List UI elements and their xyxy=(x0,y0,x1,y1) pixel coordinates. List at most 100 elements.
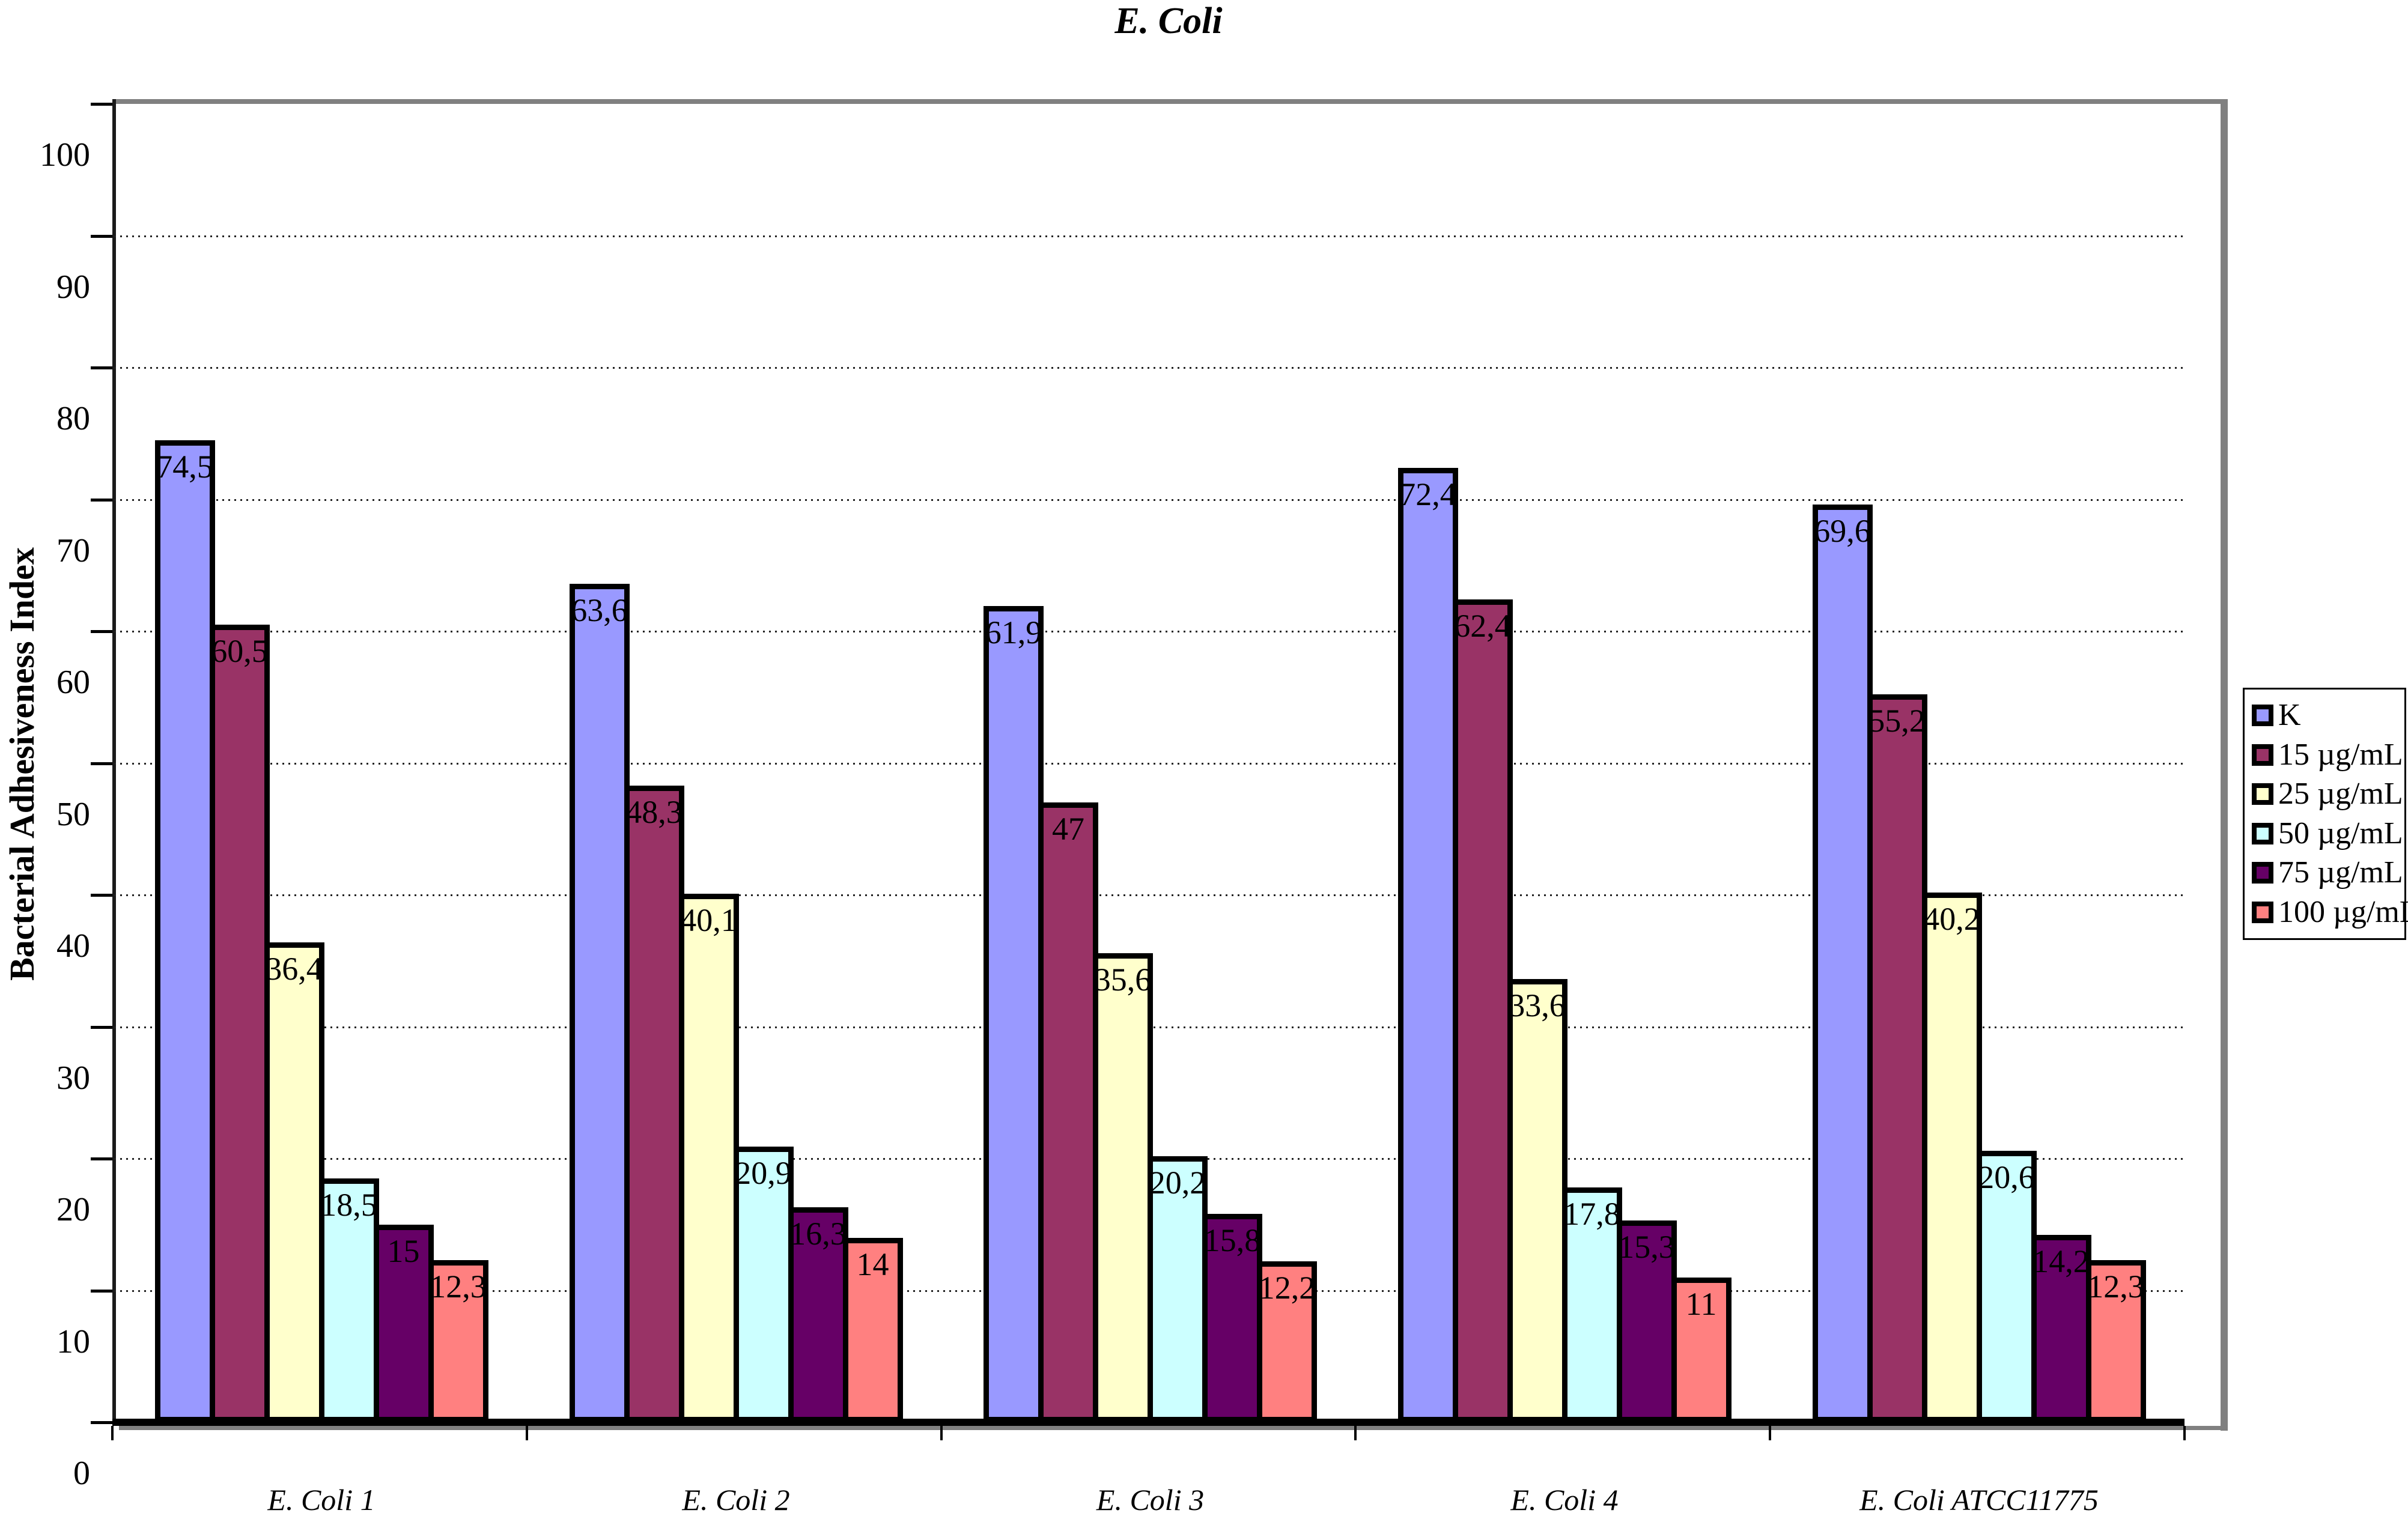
bar-group-2: 63,6 48,3 40,1 20,9 16,3 14 xyxy=(569,99,903,1422)
bar-value-label: 17,8 xyxy=(1563,1196,1620,1232)
bar-15-g-ml: 55,2 xyxy=(1867,694,1927,1422)
legend-swatch xyxy=(2252,901,2273,923)
legend: K 15 µg/mL 25 µg/mL 50 µg/mL 75 µg/mL 100 µg/… xyxy=(2243,688,2408,940)
bar-value-label: 60,5 xyxy=(211,633,268,669)
bar-15-g-ml: 48,3 xyxy=(624,786,684,1422)
bar-50-g-ml: 20,2 xyxy=(1148,1156,1208,1422)
y-axis-tick xyxy=(91,1157,112,1160)
y-axis-tick xyxy=(91,1025,112,1029)
x-axis-tick xyxy=(1354,1426,1357,1440)
y-tick-label: 0 xyxy=(73,1455,90,1492)
bar-value-label: 74,5 xyxy=(156,449,213,485)
x-axis-tick xyxy=(940,1426,943,1440)
bar-k: 63,6 xyxy=(569,584,630,1422)
bar-50-g-ml: 20,6 xyxy=(1976,1151,2037,1422)
legend-swatch xyxy=(2252,822,2273,844)
bar-value-label: 36,4 xyxy=(266,951,323,987)
bar-value-label: 47 xyxy=(1052,811,1084,847)
bar-value-label: 16,3 xyxy=(789,1216,847,1252)
y-tick-label: 70 xyxy=(56,532,90,569)
bar-25-g-ml: 40,2 xyxy=(1921,893,1982,1422)
bar-value-label: 14 xyxy=(856,1246,889,1282)
gridline-70 xyxy=(114,499,2185,501)
bar-value-label: 40,2 xyxy=(1923,901,1980,937)
bar-value-label: 20,9 xyxy=(735,1155,792,1191)
bar-100-g-ml: 11 xyxy=(1671,1278,1732,1422)
category-label: E. Coli ATCC11775 xyxy=(1859,1483,2099,1517)
y-axis-tick xyxy=(91,498,112,502)
legend-label: 25 µg/mL xyxy=(2278,777,2403,811)
x-axis-tick xyxy=(2183,1426,2186,1440)
gridline-60 xyxy=(114,631,2185,632)
bar-15-g-ml: 47 xyxy=(1038,802,1098,1422)
x-axis-shadow xyxy=(119,1426,2228,1430)
legend-swatch xyxy=(2252,862,2273,884)
bar-value-label: 63,6 xyxy=(571,592,628,628)
bar-100-g-ml: 14 xyxy=(842,1238,903,1422)
gridline-50 xyxy=(114,762,2185,765)
bar-75-g-ml: 15,3 xyxy=(1616,1220,1677,1422)
x-axis-tick xyxy=(526,1426,528,1440)
bar-value-label: 35,6 xyxy=(1094,962,1152,998)
legend-swatch xyxy=(2252,744,2273,766)
bar-value-label: 12,3 xyxy=(2087,1269,2144,1305)
bar-k: 72,4 xyxy=(1397,468,1458,1422)
bar-100-g-ml: 12,2 xyxy=(1257,1261,1317,1422)
chart-title: E. Coli xyxy=(1114,1,1223,41)
category-label: E. Coli 1 xyxy=(267,1483,375,1517)
bar-75-g-ml: 15 xyxy=(373,1225,434,1422)
category-label: E. Coli 2 xyxy=(682,1483,790,1517)
bar-100-g-ml: 12,3 xyxy=(428,1260,488,1422)
y-tick-label: 90 xyxy=(56,268,90,306)
legend-label: 15 µg/mL xyxy=(2278,737,2403,772)
y-tick-label: 60 xyxy=(56,664,90,701)
legend-swatch xyxy=(2252,705,2273,727)
bar-group-3: 61,9 47 35,6 20,2 15,8 12,2 xyxy=(984,99,1317,1422)
bar-value-label: 69,6 xyxy=(1814,513,1871,549)
y-tick-label: 100 xyxy=(40,136,90,174)
y-tick-label: 20 xyxy=(56,1191,90,1228)
bar-value-label: 20,6 xyxy=(1978,1159,2035,1195)
y-axis-tick xyxy=(91,894,112,897)
legend-item: 25 µg/mL xyxy=(2252,777,2404,811)
bar-value-label: 61,9 xyxy=(985,614,1042,650)
bar-value-label: 62,4 xyxy=(1454,608,1511,644)
bar-75-g-ml: 14,2 xyxy=(2031,1235,2091,1422)
bar-value-label: 14,2 xyxy=(2033,1243,2090,1279)
x-axis-tick xyxy=(1769,1426,1771,1440)
y-tick-label: 40 xyxy=(56,927,90,965)
category-label: E. Coli 4 xyxy=(1510,1483,1619,1517)
plot-right-border xyxy=(2221,99,2228,1431)
bar-k: 69,6 xyxy=(1812,505,1873,1422)
bar-value-label: 12,2 xyxy=(1258,1270,1316,1306)
bar-value-label: 20,2 xyxy=(1149,1165,1206,1201)
bar-25-g-ml: 35,6 xyxy=(1093,953,1153,1422)
legend-item: 50 µg/mL xyxy=(2252,816,2404,850)
legend-item: 100 µg/mL xyxy=(2252,895,2408,929)
y-tick-label: 50 xyxy=(56,795,90,833)
y-axis-tick xyxy=(91,630,112,633)
y-axis-tick xyxy=(91,1289,112,1293)
bar-value-label: 15 xyxy=(387,1233,420,1269)
bar-25-g-ml: 40,1 xyxy=(678,894,739,1422)
bar-value-label: 11 xyxy=(1685,1286,1717,1322)
legend-label: K xyxy=(2278,698,2301,733)
bar-15-g-ml: 62,4 xyxy=(1452,599,1513,1422)
legend-item: K xyxy=(2252,699,2404,732)
legend-label: 50 µg/mL xyxy=(2278,816,2403,850)
bar-75-g-ml: 16,3 xyxy=(788,1207,848,1422)
plot-area: 0 10 20 30 40 50 60 70 80 90 100 74,5 60,5 36,4 18,5 15… xyxy=(40,99,2228,1491)
category-label: E. Coli 3 xyxy=(1096,1483,1205,1517)
legend-label: 75 µg/mL xyxy=(2278,855,2403,890)
bar-value-label: 72,4 xyxy=(1399,476,1456,512)
bar-100-g-ml: 12,3 xyxy=(2085,1260,2146,1422)
y-tick-label: 10 xyxy=(56,1323,90,1360)
bar-value-label: 18,5 xyxy=(320,1187,377,1223)
y-axis-tick xyxy=(91,103,112,106)
gridline-90 xyxy=(114,235,2185,237)
y-tick-label: 80 xyxy=(56,400,90,437)
bar-group-4: 72,4 62,4 33,6 17,8 15,3 11 xyxy=(1397,99,1732,1422)
bar-25-g-ml: 33,6 xyxy=(1507,979,1567,1422)
bar-value-label: 40,1 xyxy=(680,902,737,938)
